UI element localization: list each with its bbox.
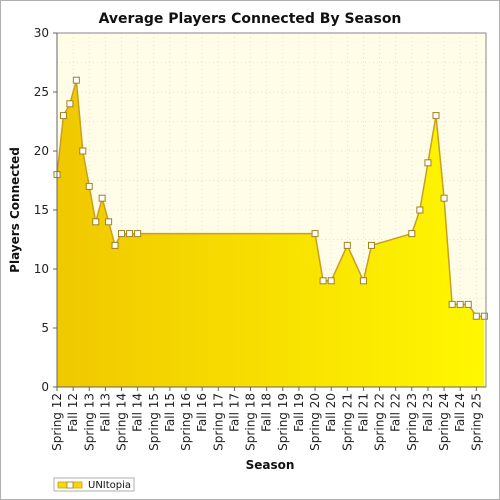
data-point (472, 312, 480, 320)
x-tick-label: Fall 13 (98, 393, 112, 432)
x-tick-label: Fall 19 (292, 393, 306, 432)
x-tick-label: Fall 20 (324, 393, 338, 432)
data-point (105, 218, 113, 226)
data-point (311, 230, 319, 238)
data-point (424, 159, 432, 167)
x-tick-label: Spring 22 (373, 393, 387, 451)
x-tick-label: Fall 24 (453, 393, 467, 432)
data-point (416, 206, 424, 214)
data-point (134, 230, 142, 238)
data-point (327, 277, 335, 285)
data-point (480, 312, 488, 320)
legend-marker (66, 481, 74, 489)
data-point (440, 194, 448, 202)
y-tick-label: 0 (41, 380, 49, 394)
x-tick-label: Fall 15 (163, 393, 177, 432)
x-tick-label: Spring 18 (244, 393, 258, 451)
x-tick-label: Fall 23 (421, 393, 435, 432)
data-point (464, 300, 472, 308)
y-tick-label: 10 (34, 262, 49, 276)
x-tick-label: Fall 17 (227, 393, 241, 432)
axes (53, 32, 487, 391)
y-tick-label: 25 (34, 85, 49, 99)
data-point (456, 300, 464, 308)
x-tick-label: Spring 23 (405, 393, 419, 451)
x-tick-label: Spring 14 (115, 393, 129, 451)
x-tick-label: Spring 12 (50, 393, 64, 451)
legend: UNItopia (53, 477, 135, 492)
x-tick-label: Spring 21 (340, 393, 354, 451)
x-tick-label: Spring 17 (211, 393, 225, 451)
data-point (118, 230, 126, 238)
data-point (432, 112, 440, 120)
data-point (367, 241, 375, 249)
series-area (57, 80, 485, 387)
data-point (72, 76, 80, 84)
data-point (92, 218, 100, 226)
x-axis-title: Season (246, 458, 295, 472)
data-point (79, 147, 87, 155)
data-point (343, 241, 351, 249)
x-tick-label: Fall 16 (195, 393, 209, 432)
x-tick-label: Spring 13 (82, 393, 96, 451)
x-tick-label: Spring 20 (308, 393, 322, 451)
data-point (111, 241, 119, 249)
x-tick-label: Fall 14 (131, 393, 145, 432)
x-tick-label: Spring 16 (179, 393, 193, 451)
data-point (66, 100, 74, 108)
legend-label: UNItopia (88, 480, 131, 491)
data-point (319, 277, 327, 285)
x-tick-label: Spring 19 (276, 393, 290, 451)
data-point (85, 182, 93, 190)
data-point (126, 230, 134, 238)
x-tick-labels: Spring 12 Fall 12 Spring 13 Fall 13 Spring 1… (50, 393, 483, 451)
y-tick-label: 30 (34, 26, 49, 40)
y-tick-label: 15 (34, 203, 49, 217)
y-tick-label: 20 (34, 144, 49, 158)
data-point (408, 230, 416, 238)
x-tick-label: Spring 24 (437, 393, 451, 451)
x-tick-label: Fall 12 (66, 393, 80, 432)
data-point (98, 194, 106, 202)
x-tick-label: Fall 21 (356, 393, 370, 432)
x-tick-label: Spring 15 (147, 393, 161, 451)
data-point (59, 112, 67, 120)
x-tick-label: Fall 22 (389, 393, 403, 432)
data-point (359, 277, 367, 285)
x-tick-label: Spring 25 (469, 393, 483, 451)
y-tick-labels: 0 5 10 15 20 25 30 (34, 26, 49, 394)
chart-title: Average Players Connected By Season (99, 11, 402, 27)
y-axis-title: Players Connected (8, 147, 22, 273)
data-point (448, 300, 456, 308)
x-tick-label: Fall 18 (260, 393, 274, 432)
y-tick-label: 5 (41, 321, 49, 335)
